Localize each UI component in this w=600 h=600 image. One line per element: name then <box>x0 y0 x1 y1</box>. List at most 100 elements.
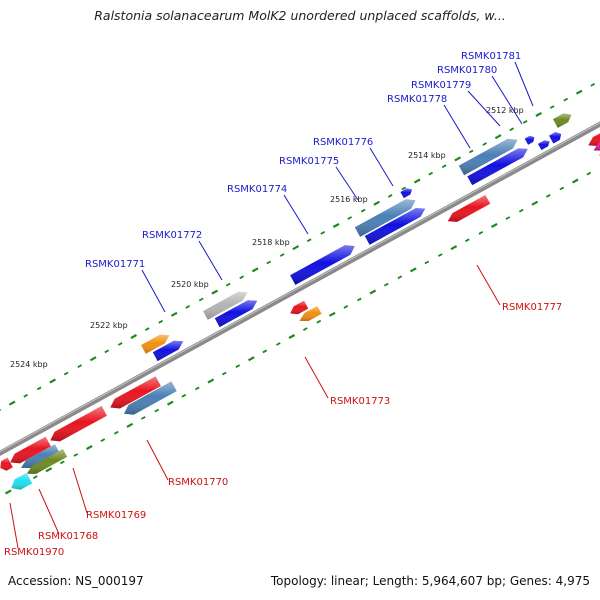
gene-label[interactable]: RSMK01771 <box>85 259 145 270</box>
gene-rsmk01779[interactable] <box>524 135 535 145</box>
tick-rows <box>0 82 600 495</box>
tick-row-forward-tick <box>409 267 417 273</box>
gene-rsmk01768c[interactable] <box>26 449 68 474</box>
gene-rsmk01778b[interactable] <box>467 148 528 186</box>
gene-arrow-shade <box>400 188 413 199</box>
gene-arrow-shade <box>11 472 33 490</box>
gene-arrow-shade <box>214 300 258 328</box>
gene-rsmk01771b[interactable] <box>152 340 184 362</box>
kbp-label: 2518 kbp <box>252 238 290 247</box>
gene-label[interactable]: RSMK01769 <box>86 510 146 521</box>
gene-rsmk01771[interactable] <box>141 334 170 354</box>
gene-label[interactable]: RSMK01779 <box>411 80 471 91</box>
gene-arrow-shade <box>467 148 528 186</box>
tick-row-reverse-tick <box>347 216 353 220</box>
tick-row-reverse-tick <box>401 186 407 191</box>
tick-row-forward-tick <box>424 260 430 265</box>
gene-label[interactable]: RSMK01768 <box>38 531 98 542</box>
gene-label[interactable]: RSMK01780 <box>437 65 497 76</box>
kbp-label: 2524 kbp <box>10 360 48 369</box>
gene-rsmk01772[interactable] <box>203 291 248 320</box>
tick-row-forward-tick <box>126 422 134 428</box>
gene-arrow-shade <box>0 457 13 471</box>
tick-row-forward-tick <box>181 393 187 398</box>
tick-row-forward-tick <box>531 200 539 206</box>
gene-rsmk01769[interactable] <box>50 406 107 442</box>
gene-rsmk01776[interactable] <box>354 199 416 237</box>
tick-row-forward-tick <box>450 245 458 251</box>
gene-rsmk01970[interactable] <box>11 472 33 490</box>
tick-row-reverse-tick <box>225 282 231 287</box>
tick-row-reverse-tick <box>77 364 83 368</box>
tick-row-reverse-tick <box>251 267 259 273</box>
gene-rsmk01768a[interactable] <box>10 436 51 464</box>
tick-row-reverse-tick <box>49 378 57 384</box>
gene-label[interactable]: RSMK01777 <box>502 302 562 313</box>
tick-row-forward-tick <box>437 253 443 257</box>
gene-label[interactable]: RSMK01775 <box>279 156 339 167</box>
gene-rsmk01770[interactable] <box>110 376 161 409</box>
backbone-highlight <box>0 122 600 453</box>
gene-rsmk01774[interactable] <box>290 245 355 285</box>
gene-label[interactable]: RSMK01776 <box>313 137 373 148</box>
gene-label[interactable]: RSMK01770 <box>168 477 228 488</box>
tick-row-reverse-tick <box>158 319 164 324</box>
gene-arrow-shade <box>26 449 68 474</box>
gene-label[interactable]: RSMK01778 <box>387 94 447 105</box>
tick-row-forward-tick <box>397 275 403 280</box>
leader-line <box>9 502 19 549</box>
gene-arrow-shade <box>593 141 600 151</box>
gene-rsmk01768b[interactable] <box>21 444 60 468</box>
gene-arrow-shade <box>141 334 170 354</box>
gene-arrow-shade <box>458 138 518 176</box>
tick-row-reverse-tick <box>185 305 191 309</box>
gene-label[interactable]: RSMK01773 <box>330 396 390 407</box>
gene-rsmk01778a[interactable] <box>458 138 518 176</box>
gene-rsmk01773a[interactable] <box>290 300 309 315</box>
tick-row-forward-tick <box>369 289 377 295</box>
gene-rsmk01780a[interactable] <box>549 132 562 144</box>
tick-row-reverse-tick <box>198 297 204 302</box>
gene-rsmk01770b[interactable] <box>124 381 177 415</box>
tick-row-forward-tick <box>302 327 308 331</box>
gene-arrow-shade <box>203 291 248 320</box>
tick-row-forward-tick <box>59 460 65 465</box>
map-title: Ralstonia solanacearum MolK2 unordered u… <box>94 8 506 23</box>
gene-edge-left[interactable] <box>0 457 13 471</box>
gene-arrow-shade <box>354 199 416 237</box>
tick-row-reverse-tick <box>387 194 393 198</box>
gene-edge-right-a[interactable] <box>588 129 600 146</box>
gene-arrow-shade <box>290 245 355 285</box>
tick-row-forward-tick <box>45 467 53 473</box>
gene-label[interactable]: RSMK01774 <box>227 184 287 195</box>
gene-rsmk01772b[interactable] <box>214 300 258 328</box>
kbp-label: 2512 kbp <box>486 106 524 115</box>
gene-rsmk01774s[interactable] <box>400 188 413 199</box>
leader-line <box>491 75 523 125</box>
gene-rsmk01781[interactable] <box>553 113 572 128</box>
tick-row-reverse-tick <box>373 200 381 206</box>
gene-rsmk01780b[interactable] <box>538 140 550 150</box>
kbp-label: 2516 kbp <box>330 195 368 204</box>
gene-rsmk01773b[interactable] <box>299 306 322 321</box>
gene-label[interactable]: RSMK01970 <box>4 547 64 558</box>
gene-rsmk01775[interactable] <box>364 208 426 245</box>
tick-row-reverse-tick <box>494 134 502 140</box>
gene-label[interactable]: RSMK01781 <box>461 51 521 62</box>
tick-row-reverse-tick <box>332 222 340 228</box>
tick-row-forward-tick <box>207 378 215 384</box>
kbp-label: 2520 kbp <box>171 280 209 289</box>
tick-row-forward-tick <box>464 238 470 243</box>
gene-arrow-shade <box>299 306 322 321</box>
gene-arrow-shade <box>447 195 491 222</box>
tick-row-forward-tick <box>85 445 93 451</box>
tick-row-forward-tick <box>247 356 255 362</box>
gene-arrow-shade <box>538 140 550 150</box>
tick-row-forward-tick <box>166 400 174 406</box>
gene-label[interactable]: RSMK01772 <box>142 230 202 241</box>
gene-edge-right-b[interactable] <box>593 136 600 151</box>
tick-row-forward-tick <box>73 453 79 457</box>
leader-line <box>198 240 223 281</box>
gene-rsmk01777[interactable] <box>447 195 491 222</box>
